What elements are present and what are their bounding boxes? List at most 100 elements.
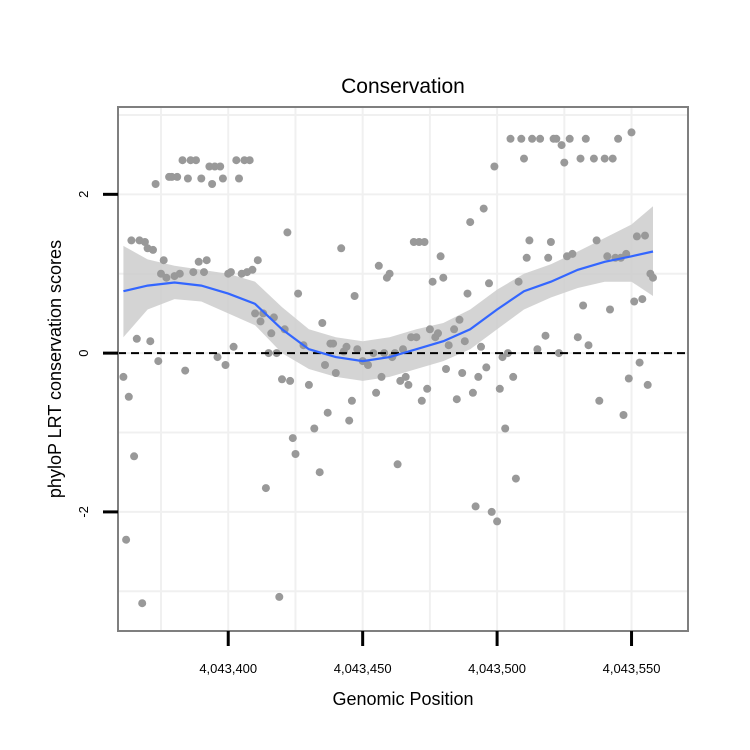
data-point (159, 256, 168, 265)
y-axis-title: phyloP LRT conservation scores (45, 240, 65, 498)
y-axis: 2 0 -2 (76, 191, 118, 518)
data-point (584, 341, 593, 350)
data-point (450, 325, 459, 334)
data-point (181, 366, 190, 375)
data-point (369, 349, 378, 358)
x-tick-label: 4,043,500 (468, 661, 526, 676)
data-point (417, 396, 426, 405)
data-point (132, 334, 141, 343)
data-point (347, 396, 356, 405)
data-point (202, 256, 211, 265)
data-point (267, 329, 276, 338)
data-point (364, 361, 372, 369)
data-point (560, 158, 569, 167)
data-point (127, 236, 136, 245)
data-point (329, 339, 338, 348)
data-point (304, 380, 313, 389)
data-point (466, 218, 475, 227)
data-point (641, 231, 649, 240)
data-point (229, 342, 238, 351)
data-point (649, 273, 657, 282)
data-point (565, 134, 574, 143)
data-point (477, 342, 485, 351)
data-point (315, 468, 324, 477)
data-point (452, 395, 461, 404)
data-point (321, 361, 329, 369)
data-point (323, 408, 332, 417)
data-point (460, 337, 469, 346)
data-point (318, 319, 327, 327)
data-point (533, 345, 542, 354)
data-point (253, 256, 262, 265)
data-point (401, 372, 410, 381)
data-point (511, 474, 520, 483)
data-point (291, 450, 300, 458)
data-point (468, 388, 477, 397)
data-point (552, 134, 561, 143)
data-point (579, 301, 588, 310)
data-point (471, 502, 480, 511)
data-point (178, 156, 187, 165)
data-point (261, 484, 270, 493)
x-tick-label: 4,043,450 (334, 661, 392, 676)
data-point (520, 154, 528, 163)
data-point (573, 333, 582, 342)
data-point (232, 156, 241, 165)
y-tick-label: -2 (76, 506, 91, 518)
x-tick-label: 4,043,400 (199, 661, 257, 676)
data-point (630, 297, 639, 306)
data-point (463, 289, 472, 298)
data-point (624, 374, 633, 383)
data-point (455, 315, 464, 324)
data-point (283, 228, 292, 237)
data-point (603, 252, 612, 261)
data-point (162, 273, 171, 282)
data-point (490, 162, 499, 171)
data-point (138, 599, 147, 608)
x-axis: 4,043,400 4,043,450 4,043,500 4,043,550 (199, 631, 660, 676)
data-point (442, 365, 450, 373)
data-point (428, 277, 437, 286)
data-point (151, 180, 160, 188)
data-point (372, 388, 381, 397)
data-point (619, 411, 628, 419)
data-point (425, 325, 434, 334)
data-point (175, 269, 184, 278)
data-point (528, 134, 537, 143)
smooth-line (123, 250, 654, 363)
data-point (581, 134, 590, 143)
data-point (173, 172, 182, 181)
data-point (183, 174, 192, 183)
data-point (221, 361, 230, 369)
data-point (122, 535, 131, 544)
panel-border (117, 106, 689, 632)
data-point (627, 128, 636, 137)
data-point (213, 353, 222, 362)
data-point (288, 434, 297, 443)
data-point (149, 245, 157, 254)
data-point (216, 162, 225, 171)
data-point (404, 380, 413, 389)
data-point (374, 261, 383, 270)
data-point (439, 273, 448, 282)
data-point (546, 238, 555, 246)
data-point (235, 174, 243, 183)
data-point (474, 372, 483, 381)
data-point (226, 268, 235, 277)
data-point (140, 238, 149, 246)
data-point (592, 236, 601, 245)
data-point (286, 376, 295, 385)
x-axis-title: Genomic Position (332, 689, 473, 709)
data-point (280, 325, 289, 334)
data-point (208, 180, 217, 188)
data-point (554, 349, 563, 358)
data-point (576, 154, 585, 163)
data-point (197, 174, 206, 183)
data-point (259, 309, 268, 318)
data-point (514, 277, 523, 286)
data-point (218, 174, 227, 183)
data-point (608, 154, 617, 163)
data-point (251, 309, 260, 318)
y-tick-label: 2 (76, 191, 91, 198)
